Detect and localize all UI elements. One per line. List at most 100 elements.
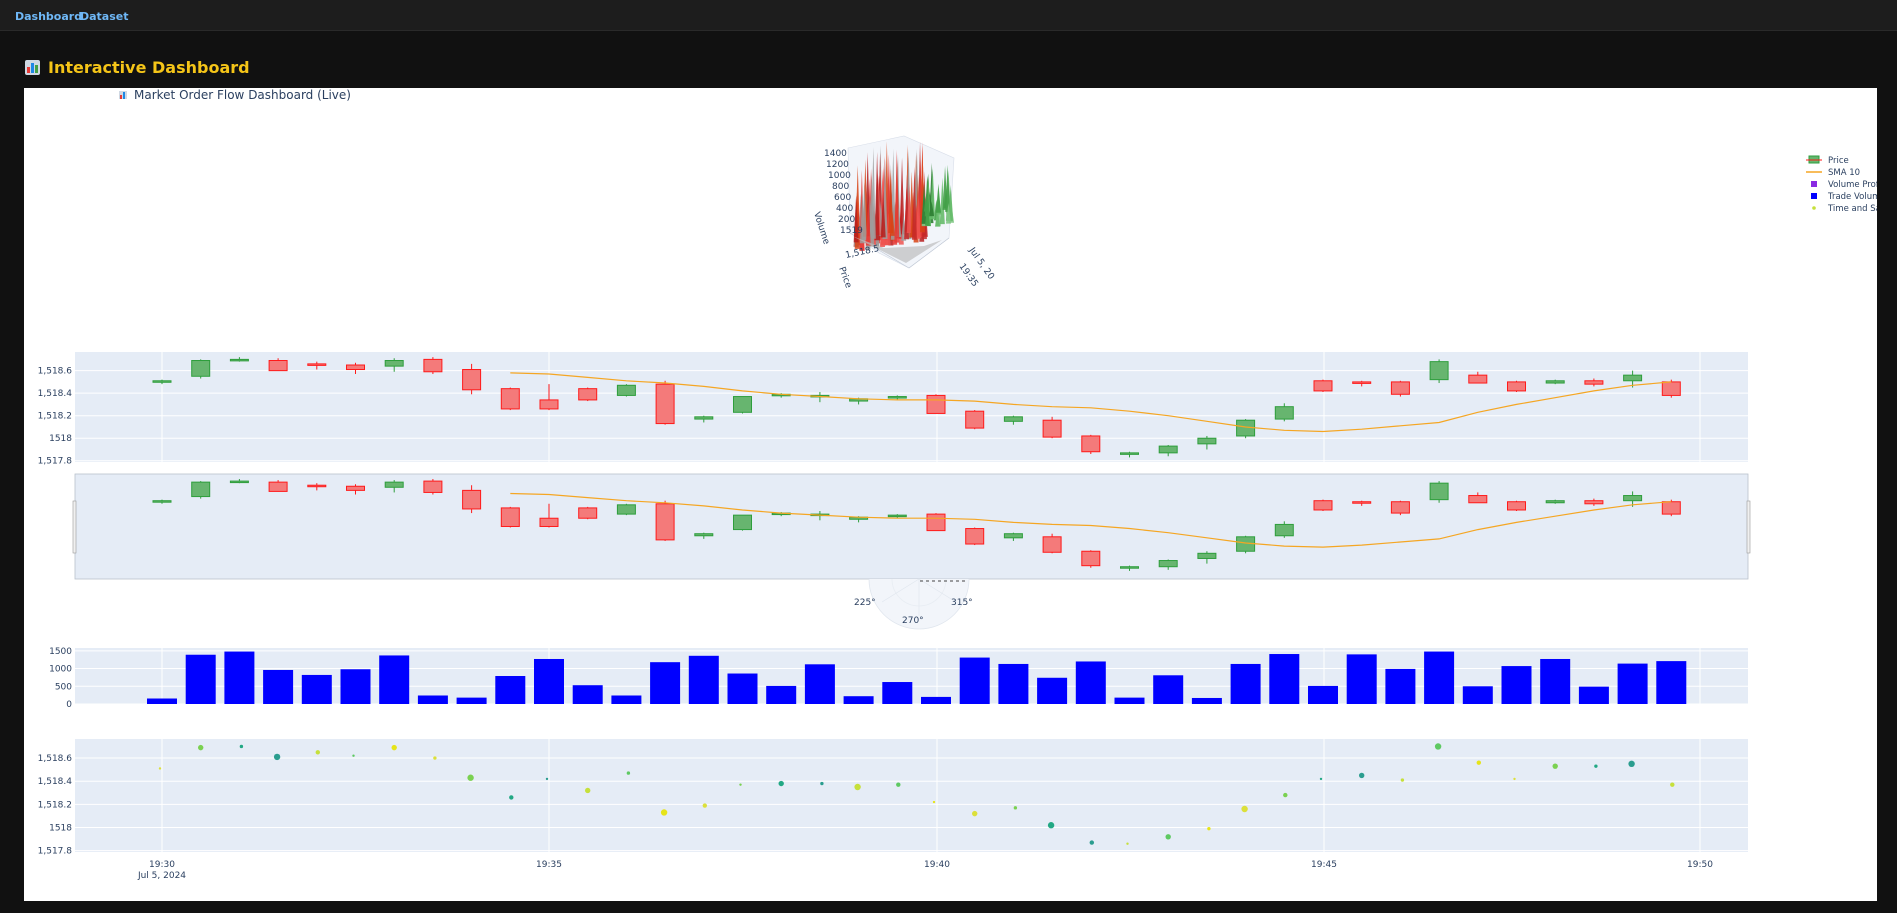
volume-bar[interactable] [1501, 666, 1532, 704]
trade-point[interactable] [509, 795, 514, 800]
slider-candle[interactable] [733, 514, 752, 531]
candle[interactable] [1003, 415, 1023, 425]
slider-candle[interactable] [887, 514, 907, 519]
slider-candle[interactable] [462, 485, 482, 514]
slider-candle[interactable] [1584, 498, 1604, 506]
slider-candle[interactable] [1390, 500, 1410, 516]
slider-candle[interactable] [1274, 521, 1294, 538]
legend-item[interactable]: Trade Volume [1811, 192, 1877, 202]
slider-candle[interactable] [1545, 499, 1565, 504]
trade-point[interactable] [1476, 760, 1482, 765]
slider-candle[interactable] [423, 479, 443, 495]
volume-bar[interactable] [185, 654, 216, 704]
legend-item[interactable]: SMA 10 [1806, 168, 1860, 178]
volume-bar[interactable] [224, 651, 255, 704]
trade-point[interactable] [158, 767, 162, 770]
volume-bar[interactable] [534, 658, 564, 704]
trade-point[interactable] [1089, 840, 1095, 845]
legend-item[interactable]: Price [1806, 155, 1849, 166]
slider-candle[interactable] [1507, 500, 1526, 512]
volume-bar[interactable] [1617, 663, 1648, 704]
trade-point[interactable] [273, 753, 281, 761]
volume-bar[interactable] [998, 663, 1029, 704]
slider-candle[interactable] [1120, 565, 1139, 571]
trade-point[interactable] [1400, 778, 1405, 782]
slider-candle[interactable] [539, 503, 559, 528]
trade-point[interactable] [626, 771, 631, 775]
volume-bar[interactable] [301, 674, 332, 704]
trade-point[interactable] [433, 756, 437, 760]
trade-point[interactable] [1594, 764, 1598, 768]
trade-point[interactable] [702, 803, 707, 808]
volume-bar[interactable] [650, 662, 681, 704]
candle[interactable] [1313, 379, 1333, 393]
trade-point[interactable] [820, 781, 824, 786]
candle[interactable] [1158, 444, 1178, 457]
trade-point[interactable] [315, 750, 320, 755]
trade-point[interactable] [1359, 772, 1365, 779]
trade-point[interactable] [1434, 743, 1442, 750]
candle[interactable] [1274, 403, 1294, 422]
range-slider-right-handle[interactable] [1746, 500, 1751, 554]
slider-candle[interactable] [1429, 481, 1449, 503]
slider-candle[interactable] [1042, 533, 1062, 554]
trade-volume-chart[interactable]: 1500 1000 500 0 [49, 647, 1748, 710]
candle[interactable] [423, 357, 443, 375]
volume-bar[interactable] [1075, 661, 1106, 704]
slider-candle[interactable] [616, 503, 636, 516]
trade-point[interactable] [1513, 777, 1516, 781]
trade-point[interactable] [932, 800, 936, 804]
slider-candle[interactable] [268, 480, 288, 492]
volume-bar[interactable] [263, 669, 294, 704]
trade-point[interactable] [545, 777, 549, 781]
slider-candle[interactable] [965, 527, 985, 546]
trade-point[interactable] [1013, 806, 1018, 810]
candle[interactable] [346, 362, 365, 375]
candle[interactable] [1197, 435, 1217, 450]
slider-candle[interactable] [655, 500, 675, 541]
volume-bar[interactable] [766, 685, 797, 704]
volume-bar[interactable] [1269, 654, 1300, 704]
volume-bar[interactable] [843, 696, 874, 704]
trade-point[interactable] [585, 787, 591, 794]
slider-candle[interactable] [1003, 532, 1023, 541]
volume-bar[interactable] [147, 698, 177, 704]
volume-bar[interactable] [1308, 685, 1338, 704]
slider-candle[interactable] [1197, 551, 1217, 564]
trade-point[interactable] [1241, 805, 1248, 813]
volume-bar[interactable] [1424, 651, 1455, 704]
legend[interactable]: Price SMA 10 Volume Profile Trade Volume Tim… [1806, 155, 1877, 214]
volume-bar[interactable] [688, 655, 719, 704]
slider-candle[interactable] [307, 483, 327, 491]
candle[interactable] [1352, 380, 1372, 387]
trade-point[interactable] [1207, 826, 1211, 831]
slider-candle[interactable] [1352, 500, 1372, 506]
trade-point[interactable] [739, 783, 742, 786]
slider-candle[interactable] [152, 499, 172, 504]
candle[interactable] [887, 395, 907, 400]
candle[interactable] [268, 358, 288, 372]
candle[interactable] [1390, 380, 1410, 397]
volume-bar[interactable] [1191, 697, 1222, 704]
time-and-sales-chart[interactable]: 1,518.6 1,518.4 1,518.2 1518 1,517.8 19:30 19… [38, 739, 1748, 881]
candle[interactable] [655, 380, 675, 425]
volume-bar[interactable] [727, 673, 758, 704]
candle[interactable] [965, 410, 985, 430]
candle[interactable] [1236, 419, 1256, 439]
volume-bar[interactable] [1153, 675, 1184, 704]
trade-point[interactable] [1047, 822, 1055, 829]
candlestick-chart[interactable]: 1,518.6 1,518.4 1,518.2 1518 1,517.8 [38, 352, 1748, 467]
candle[interactable] [384, 358, 404, 372]
nav-dataset-link[interactable]: Dataset [80, 10, 129, 23]
range-slider[interactable] [72, 473, 1751, 580]
volume-bar[interactable] [417, 695, 448, 704]
trade-point[interactable] [352, 754, 355, 757]
trade-point[interactable] [660, 809, 668, 816]
legend-item[interactable]: Volume Profile [1811, 180, 1877, 190]
candle[interactable] [926, 394, 946, 414]
volume-bar[interactable] [379, 655, 410, 704]
slider-candle[interactable] [578, 506, 598, 520]
slider-candle[interactable] [1661, 499, 1681, 517]
candle[interactable] [616, 384, 636, 397]
volume-bar[interactable] [456, 697, 487, 704]
